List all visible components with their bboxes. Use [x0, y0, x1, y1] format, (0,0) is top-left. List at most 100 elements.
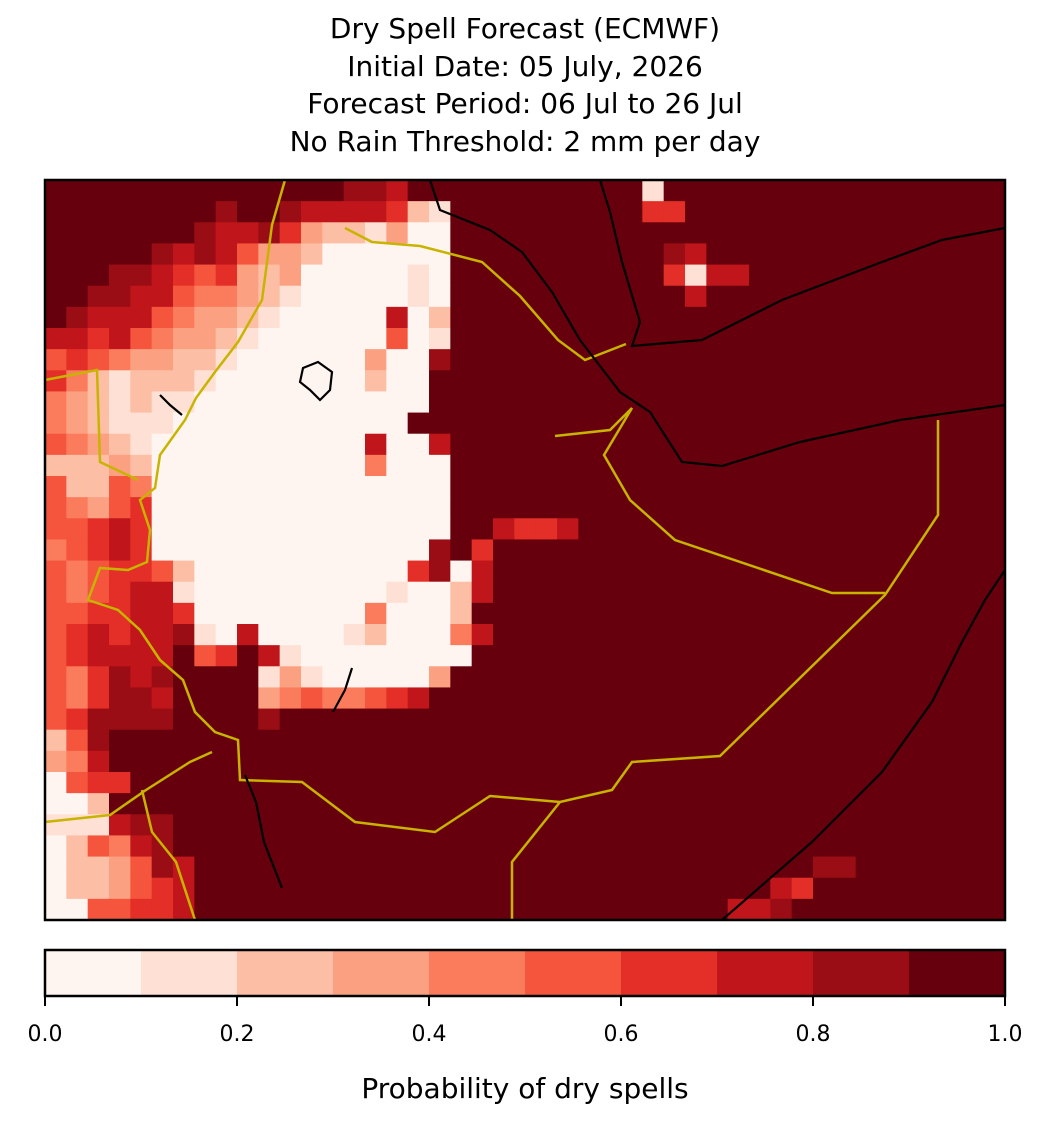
cell [599, 349, 622, 371]
cell [194, 645, 217, 667]
cell [663, 624, 686, 646]
cell [429, 708, 451, 731]
cell [727, 877, 750, 900]
cell [237, 602, 259, 625]
cell [685, 666, 707, 689]
cell [834, 560, 857, 583]
cell [514, 772, 537, 794]
cell [173, 560, 195, 583]
cell [663, 856, 686, 879]
cell [941, 835, 963, 858]
cell [727, 687, 750, 710]
cell [66, 454, 89, 477]
cell [45, 708, 67, 731]
cell [322, 433, 345, 456]
cell [770, 708, 793, 731]
cell [557, 476, 579, 498]
cell [130, 856, 153, 879]
cell [237, 898, 259, 921]
cell [578, 349, 601, 371]
colorbar-swatch [621, 950, 718, 996]
cell [749, 180, 771, 202]
cell [685, 708, 707, 731]
cell [663, 750, 686, 773]
cell [621, 264, 643, 287]
cell [429, 412, 451, 435]
cell [386, 180, 409, 202]
cell [706, 772, 729, 794]
cell [941, 898, 963, 921]
cell [279, 877, 302, 900]
cell [301, 687, 323, 710]
cell [429, 370, 451, 393]
cell [429, 793, 451, 815]
cell [813, 370, 835, 393]
cell [621, 518, 643, 541]
cell [45, 835, 67, 858]
cell [813, 560, 835, 583]
cell [130, 687, 153, 710]
cell [813, 772, 835, 794]
cell [877, 708, 899, 731]
cell [301, 306, 323, 329]
cell [642, 560, 665, 583]
cell [386, 201, 409, 223]
cell [301, 645, 323, 667]
cell [685, 349, 707, 371]
cell [749, 898, 771, 921]
cell [621, 729, 643, 752]
cell [898, 708, 921, 731]
cell [322, 412, 345, 435]
cell [493, 285, 515, 308]
cell [87, 645, 110, 667]
cell [343, 539, 366, 562]
cell [279, 560, 302, 583]
cell [365, 835, 387, 858]
cell [749, 264, 771, 287]
cell [45, 772, 67, 794]
cell [279, 518, 302, 541]
cell [471, 306, 494, 329]
cell [535, 793, 558, 815]
cell [237, 201, 259, 223]
cell [855, 750, 878, 773]
cell [151, 539, 174, 562]
cell [599, 306, 622, 329]
cell [599, 518, 622, 541]
cell [493, 729, 515, 752]
cell [813, 518, 835, 541]
cell [87, 370, 110, 393]
cell [941, 497, 963, 519]
cell [770, 729, 793, 752]
cell [770, 814, 793, 837]
cell [66, 433, 89, 456]
cell [919, 433, 942, 456]
cell [429, 729, 451, 752]
cell [365, 518, 387, 541]
cell [599, 264, 622, 287]
cell [215, 856, 238, 879]
cell [514, 222, 537, 245]
cell [87, 497, 110, 519]
cell [343, 856, 366, 879]
cell [941, 708, 963, 731]
cell [194, 180, 217, 202]
cell [407, 201, 430, 223]
cell [109, 708, 131, 731]
cell [983, 898, 1006, 921]
cell [535, 433, 558, 456]
cell [685, 518, 707, 541]
cell [706, 750, 729, 773]
cell [599, 814, 622, 837]
cell [770, 497, 793, 519]
cell [535, 328, 558, 350]
cell [493, 264, 515, 287]
cell [237, 285, 259, 308]
cell [770, 539, 793, 562]
cell [429, 328, 451, 350]
cell [791, 729, 814, 752]
colorbar-swatch [429, 950, 526, 996]
cell [642, 497, 665, 519]
cell [983, 814, 1006, 837]
cell [365, 624, 387, 646]
